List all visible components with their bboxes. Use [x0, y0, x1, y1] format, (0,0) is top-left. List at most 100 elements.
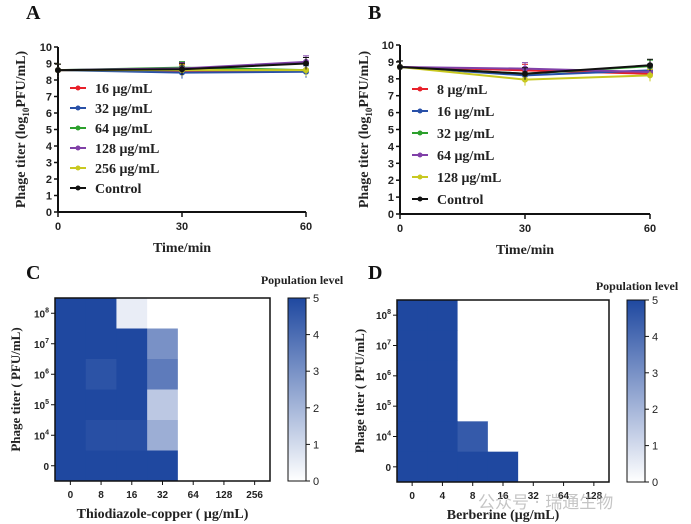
- watermark: 公众号 · 瑞通生物: [478, 493, 614, 513]
- heatmap-cell: [457, 300, 489, 331]
- heatmap-cell: [116, 450, 148, 482]
- data-point: [303, 67, 309, 74]
- panel-label-c: C: [26, 262, 41, 284]
- y-tick-label: 105: [376, 400, 391, 413]
- heatmap-cell: [55, 420, 87, 451]
- y-tick-label: 10: [40, 42, 52, 54]
- heatmap-cell: [548, 421, 580, 453]
- heatmap-cell: [548, 451, 580, 483]
- heatmap-cell: [578, 330, 610, 362]
- y-tick-label: 6: [388, 108, 394, 120]
- legend-label: Control: [437, 193, 484, 208]
- data-point: [303, 60, 309, 67]
- heatmap-cell: [518, 421, 549, 453]
- heatmap-cell: [177, 389, 210, 421]
- line-chart-b: 0 1 2 3 4 5 6 7 8 9 10 0 30 60 Time/min Phage titer (lo…: [357, 40, 656, 258]
- colorbar-tick-label: 4: [652, 331, 658, 343]
- y-tick-label: 1: [388, 192, 394, 204]
- y-tick-label: 104: [34, 429, 49, 442]
- heatmap-cell: [487, 421, 519, 453]
- heatmap-cell: [397, 300, 428, 331]
- heatmap-cell: [578, 421, 610, 453]
- heatmap-cell: [578, 300, 610, 331]
- heatmap-cell: [147, 328, 179, 360]
- y-tick-label: 3: [46, 158, 52, 170]
- legend-marker: [417, 174, 423, 180]
- heatmap-cell: [147, 450, 179, 482]
- heatmap-cell: [427, 451, 459, 483]
- heatmap-cell: [427, 330, 459, 362]
- heatmap-cell: [487, 451, 519, 483]
- heatmap-cell: [55, 450, 87, 482]
- y-tick-label: 4: [46, 141, 53, 153]
- y-axis-title: Phage titer (log10PFU/mL): [357, 51, 374, 209]
- heatmap-cell: [397, 421, 428, 453]
- heatmap-cell: [518, 330, 549, 362]
- heatmap-cell: [457, 451, 489, 483]
- x-tick-label: 16: [497, 491, 509, 502]
- y-tick-label: 0: [388, 209, 394, 221]
- heatmap-cell: [487, 300, 519, 331]
- y-tick-label: 6: [46, 108, 52, 120]
- heatmap-cell: [116, 359, 148, 390]
- data-point: [522, 70, 528, 77]
- x-tick-label: 0: [409, 491, 415, 502]
- heatmap-cell: [147, 359, 179, 390]
- heatmap-cell: [208, 298, 240, 329]
- legend-label: 32 μg/mL: [437, 127, 494, 142]
- heatmap-cell: [177, 420, 210, 451]
- y-tick-label: 7: [46, 92, 52, 104]
- heatmap-cell: [457, 330, 489, 362]
- heatmap-cell: [397, 451, 428, 483]
- heatmap-cell: [427, 391, 459, 422]
- heatmap-cell: [177, 328, 210, 360]
- y-tick-label: 8: [46, 75, 52, 87]
- heatmap-cell: [177, 298, 210, 329]
- x-tick-label: 16: [126, 490, 138, 501]
- colorbar-title: Population level: [596, 279, 679, 293]
- heatmap-cell: [85, 359, 117, 390]
- heatmap-cell: [55, 328, 87, 360]
- y-tick-label: 105: [34, 399, 49, 412]
- y-tick-label: 0: [385, 463, 391, 474]
- heatmap-cell: [518, 391, 549, 422]
- y-tick-label: 8: [388, 74, 394, 86]
- heatmap-cell: [55, 359, 87, 390]
- colorbar-tick-label: 0: [652, 477, 658, 489]
- heatmap-cell: [578, 391, 610, 422]
- legend-label: 128 μg/mL: [437, 171, 501, 186]
- x-tick-label: 0: [397, 223, 403, 235]
- heatmap-cell: [208, 450, 240, 482]
- y-tick-label: 108: [376, 309, 391, 322]
- heatmap-cell: [427, 300, 459, 331]
- heatmap-cell: [116, 328, 148, 360]
- y-tick-label: 9: [388, 57, 394, 69]
- colorbar-tick-label: 2: [313, 403, 319, 415]
- heatmap-cell: [208, 359, 240, 390]
- colorbar-tick-label: 3: [652, 368, 658, 380]
- panel-label-a: A: [26, 2, 41, 24]
- heatmap-cell: [397, 330, 428, 362]
- x-axis-title: Thiodiazole-copper ( μg/mL): [77, 507, 249, 522]
- colorbar: [287, 297, 307, 482]
- heatmap-cell: [487, 391, 519, 422]
- colorbar-tick-label: 5: [313, 293, 319, 305]
- heatmap-cell: [578, 451, 610, 483]
- legend-marker: [75, 125, 81, 131]
- y-tick-label: 5: [46, 125, 52, 137]
- legend-marker: [417, 130, 423, 136]
- heatmap-cell: [85, 328, 117, 360]
- y-tick-label: 7: [388, 91, 394, 103]
- legend-label: 16 μg/mL: [437, 105, 494, 120]
- heatmap-cell: [239, 298, 271, 329]
- data-point: [647, 72, 653, 79]
- x-tick-label: 60: [644, 223, 656, 235]
- heatmap-cell: [208, 328, 240, 360]
- y-tick-label: 104: [376, 431, 391, 444]
- heatmap-cell: [85, 450, 117, 482]
- x-tick-label: 30: [176, 221, 188, 233]
- y-axis-title: Phage titer ( PFU/mL): [352, 329, 367, 453]
- legend-marker: [417, 86, 423, 92]
- heatmap-cell: [147, 420, 179, 451]
- legend-marker: [75, 145, 81, 151]
